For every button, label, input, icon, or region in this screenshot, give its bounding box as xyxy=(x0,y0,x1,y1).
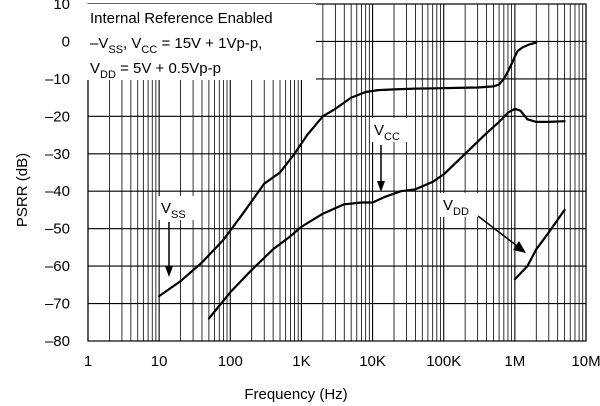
x-tick-label: 1M xyxy=(504,353,525,370)
vdd-label-bg xyxy=(440,193,480,217)
x-tick-label: 10 xyxy=(151,353,168,370)
x-tick-label: 10M xyxy=(571,353,600,370)
y-tick-label: –70 xyxy=(45,296,70,313)
info-box xyxy=(84,4,316,80)
vcc-label: VCC xyxy=(374,122,400,143)
x-tick-label: 100 xyxy=(218,353,243,370)
x-tick-label: 10K xyxy=(359,353,386,370)
plot-frame xyxy=(87,3,587,342)
x-tick-label: 100K xyxy=(426,353,461,370)
vss-label: VSS xyxy=(161,200,186,221)
y-tick-label: –40 xyxy=(45,183,70,200)
y-tick-label: 10 xyxy=(53,0,70,13)
y-tick-label: –80 xyxy=(45,333,70,350)
y-tick-label: –60 xyxy=(45,258,70,275)
vcc-arrow-head xyxy=(377,181,385,192)
series-line-cc xyxy=(207,107,566,320)
series-lines xyxy=(158,41,566,320)
series-line-dd xyxy=(513,208,566,281)
info-line-3: VDD = 5V + 0.5Vp-p xyxy=(90,60,221,81)
vss-label-bg xyxy=(157,196,197,220)
vcc-label-bg xyxy=(371,118,411,142)
x-tick-labels: 1 10 100 1K 10K 100K 1M 10M xyxy=(84,353,600,370)
y-tick-label: –50 xyxy=(45,221,70,238)
info-line-1: Internal Reference Enabled xyxy=(90,10,273,27)
y-tick-label: –20 xyxy=(45,108,70,125)
y-tick-label: 0 xyxy=(62,33,70,50)
y-tick-label: –30 xyxy=(45,146,70,163)
vdd-arrow-head xyxy=(513,241,526,253)
vdd-label: VDD xyxy=(443,197,469,218)
info-line-2: –VSS, VCC = 15V + 1Vp-p, xyxy=(90,35,262,56)
y-tick-labels: 10 0 –10 –20 –30 –40 –50 –60 –70 –80 xyxy=(45,0,70,350)
vdd-arrow-line xyxy=(477,215,518,247)
vss-arrow-head xyxy=(165,266,173,277)
series-line-ss xyxy=(158,41,538,298)
x-tick-label: 1K xyxy=(292,353,310,370)
x-tick-label: 1 xyxy=(84,353,92,370)
x-axis-label: Frequency (Hz) xyxy=(244,386,347,403)
y-axis-label: PSRR (dB) xyxy=(14,153,31,227)
y-tick-label: –10 xyxy=(45,71,70,88)
